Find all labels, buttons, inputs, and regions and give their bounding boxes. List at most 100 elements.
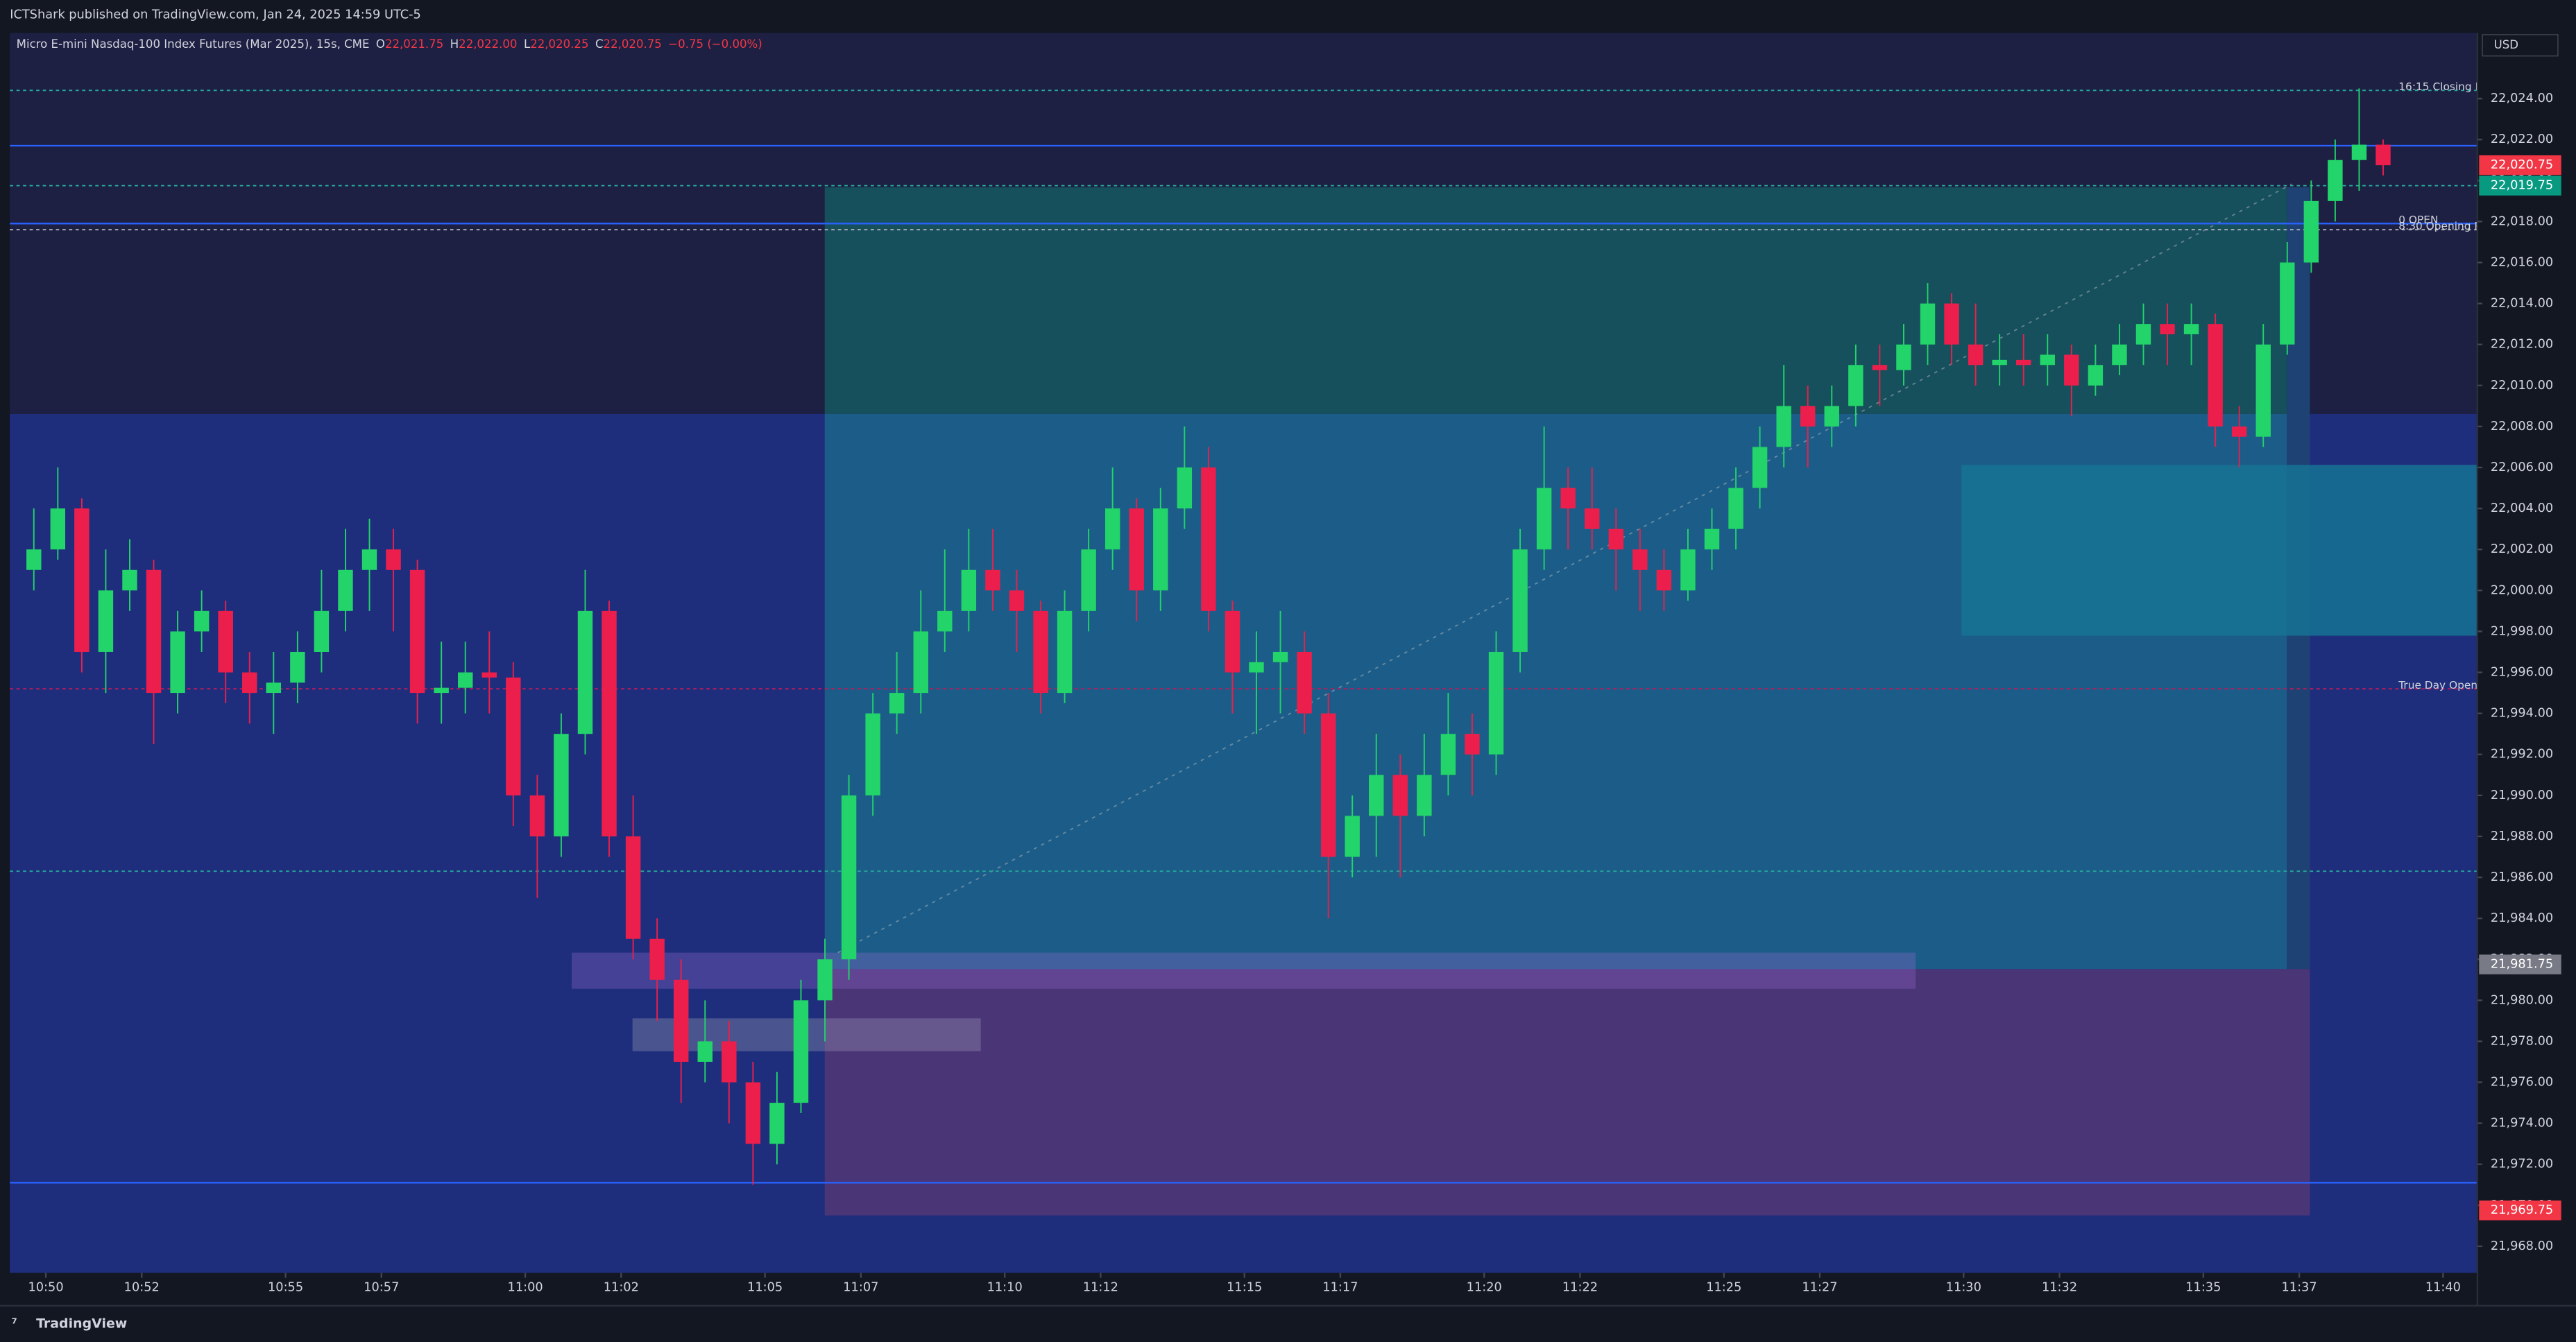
publisher: ICTShark published on TradingView.com, J… — [10, 8, 421, 21]
candle-body — [889, 693, 905, 714]
candle-body — [2015, 359, 2031, 365]
candle-body — [2375, 144, 2391, 166]
candle-body — [2088, 365, 2104, 386]
candle-body — [361, 549, 377, 570]
candle-body — [2064, 354, 2079, 386]
candle-body — [218, 610, 233, 673]
x-tick-label: 11:40 — [2425, 1281, 2461, 1295]
candle-body — [2160, 324, 2175, 334]
candle-body — [769, 1103, 785, 1144]
candle-body — [937, 610, 953, 632]
price-axis — [2477, 33, 2576, 1306]
candle-body — [1585, 508, 1600, 529]
candle-body — [2280, 262, 2295, 345]
price-tag-label: 21,969.75 — [2491, 1203, 2553, 1217]
x-tick-label: 11:02 — [604, 1281, 639, 1295]
ohlc-label: L — [524, 37, 531, 51]
candle-body — [1081, 549, 1096, 611]
y-tick-label: 22,022.00 — [2491, 132, 2553, 146]
axes: 21,968.0021,970.0021,972.0021,974.0021,9… — [28, 92, 2561, 1295]
candle-body — [793, 1000, 809, 1103]
candle-body — [2135, 324, 2151, 345]
candle-body — [1201, 467, 1216, 611]
target-box-top — [824, 187, 2287, 414]
candle-body — [1345, 816, 1360, 857]
candle-body — [1824, 406, 1839, 427]
time-axis — [0, 1273, 2576, 1342]
candle-body — [1608, 528, 1624, 550]
candle-body — [625, 836, 641, 939]
candle-body — [98, 590, 114, 652]
candle-body — [1033, 610, 1048, 694]
zone-box — [1961, 465, 2477, 636]
y-tick-label: 22,004.00 — [2491, 501, 2553, 515]
candle-body — [74, 508, 89, 652]
price-tag-label: 22,019.75 — [2491, 179, 2553, 193]
y-tick-label: 21,990.00 — [2491, 789, 2553, 802]
candle-body — [409, 569, 425, 694]
candle-body — [2351, 144, 2367, 160]
x-tick-label: 11:32 — [2042, 1281, 2077, 1295]
candle-body — [2040, 354, 2055, 365]
candle-body — [697, 1041, 713, 1062]
candle-body — [338, 569, 353, 611]
brand-logo: ⁷ — [12, 1316, 17, 1331]
y-tick-label: 21,994.00 — [2491, 707, 2553, 721]
candle-body — [2231, 426, 2247, 437]
currency-box — [2482, 34, 2559, 57]
x-tick-label: 10:57 — [364, 1281, 399, 1295]
candle-body — [817, 959, 833, 1001]
price-tag — [2479, 954, 2561, 974]
ohlc-label: H — [450, 37, 459, 51]
candle-body — [1968, 344, 1984, 365]
candle-body — [602, 610, 617, 836]
trend-line — [837, 183, 2292, 954]
x-tick-label: 11:05 — [747, 1281, 783, 1295]
price-tag-label: 21,981.75 — [2491, 958, 2553, 972]
candle-body — [1704, 528, 1720, 550]
candle-body — [1848, 365, 1863, 406]
zones — [10, 33, 2477, 1273]
candle-body — [1225, 610, 1240, 673]
y-tick-label: 21,988.00 — [2491, 829, 2553, 843]
x-tick-label: 10:50 — [28, 1281, 63, 1295]
candle-body — [2112, 344, 2127, 365]
x-tick-label: 11:17 — [1322, 1281, 1358, 1295]
candle-body — [1656, 569, 1672, 591]
y-tick-label: 22,010.00 — [2491, 379, 2553, 393]
currency: USD — [2494, 38, 2518, 51]
x-tick-label: 10:52 — [124, 1281, 160, 1295]
candle-body — [529, 795, 545, 836]
candle-body — [1153, 508, 1168, 591]
stop-box — [824, 969, 2310, 1216]
level-label: 8:30 Opening P — [2398, 220, 2480, 232]
candle-body — [146, 569, 162, 694]
ohlc-value: 22,020.25 — [530, 37, 588, 51]
candle-body — [1920, 303, 1936, 345]
y-tick-label: 22,006.00 — [2491, 461, 2553, 474]
y-tick-label: 22,016.00 — [2491, 256, 2553, 270]
candle-body — [1392, 775, 1408, 816]
symbol-name: Micro E-mini Nasdaq-100 Index Futures (M… — [17, 37, 370, 51]
y-tick-label: 21,978.00 — [2491, 1034, 2553, 1048]
x-tick-label: 11:15 — [1227, 1281, 1262, 1295]
candle-body — [1680, 549, 1696, 591]
candle-body — [2255, 344, 2271, 437]
y-tick-label: 21,968.00 — [2491, 1239, 2553, 1253]
candle-body — [865, 713, 880, 795]
candle-body — [50, 508, 66, 550]
candle-body — [194, 610, 210, 632]
candle-body — [1249, 662, 1264, 673]
candle-body — [1440, 734, 1456, 775]
ohlc-value: 22,021.75 — [385, 37, 443, 51]
candle-body — [745, 1082, 761, 1144]
candle-body — [290, 651, 305, 683]
x-tick-label: 11:00 — [508, 1281, 543, 1295]
ohlc-label: O — [376, 37, 385, 51]
y-tick-label: 22,018.00 — [2491, 214, 2553, 228]
change: −0.75 (−0.00%) — [668, 37, 762, 51]
y-tick-label: 21,972.00 — [2491, 1158, 2553, 1171]
candle-body — [1297, 651, 1312, 714]
price-tag — [2479, 155, 2561, 175]
y-tick-label: 22,002.00 — [2491, 542, 2553, 556]
